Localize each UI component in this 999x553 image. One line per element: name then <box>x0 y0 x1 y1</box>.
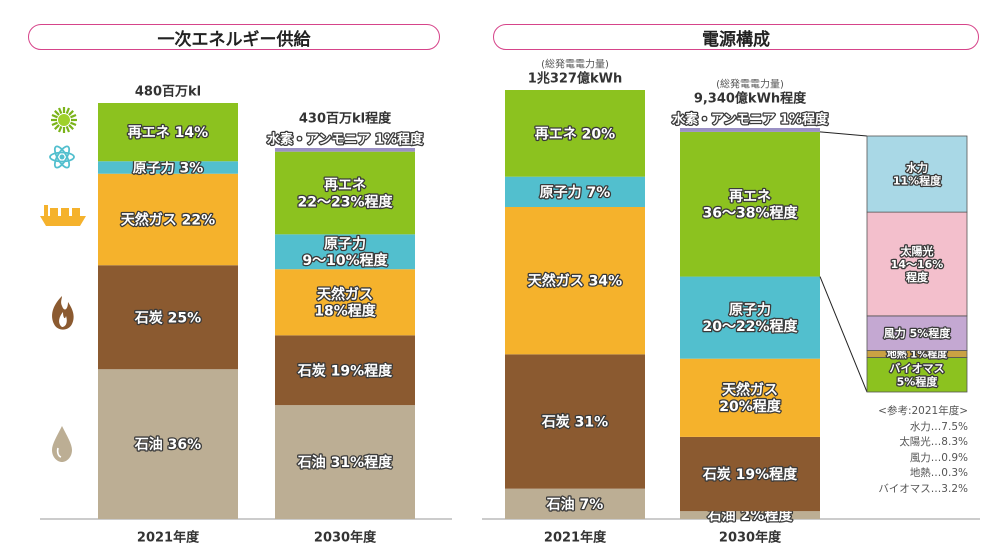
sun-icon-ray <box>68 110 74 116</box>
reference-heading: <参考:2021年度> <box>878 405 968 417</box>
category-label-0-1: 2030年度 <box>314 530 377 546</box>
label-1-1-gas: 天然ガス 20%程度 <box>719 381 782 415</box>
reference-note: <参考:2021年度> 水力…7.5% 太陽光…8.3% 風力…0.9% 地熱…… <box>838 404 968 497</box>
bar-1-0-oil <box>505 488 645 519</box>
bar-0-1-hydrogen <box>275 148 415 152</box>
breakdown-connector-top <box>819 131 868 137</box>
label-0-1-renewable: 再エネ 22〜23%程度 <box>298 178 394 211</box>
total-note-1-1: (総発電電力量) <box>716 78 784 91</box>
atom-icon <box>59 154 65 160</box>
breakdown-solar <box>866 211 968 317</box>
bar-1-1-gas <box>680 358 820 437</box>
bar-1-1-oil <box>680 511 820 519</box>
category-label-1-1: 2030年度 <box>719 530 782 546</box>
breakdown-label-biomass: バイオマス 5%程度 <box>890 362 945 388</box>
breakdown-label-solar: 太陽光 14〜16%程度 <box>891 244 944 284</box>
label-1-0-renewable: 再エネ 20% <box>535 126 615 142</box>
label-0-0-renewable: 再エネ 14% <box>128 125 208 141</box>
sun-icon-ray <box>58 107 63 114</box>
bar-0-0-renewable <box>98 103 238 162</box>
bar-0-1-renewable <box>275 151 415 235</box>
bar-1-0-coal <box>505 354 645 489</box>
lng-ship-icon-mast <box>44 205 48 216</box>
lng-ship-icon-tank <box>50 208 58 216</box>
sun-icon-ray <box>65 126 70 133</box>
oil-drop-icon <box>52 426 72 462</box>
label-0-1-gas: 天然ガス 18%程度 <box>314 286 377 320</box>
sun-icon-ray <box>51 114 58 119</box>
breakdown-label-hydro: 水力 11%程度 <box>893 160 942 187</box>
breakdown-connector-bottom <box>819 276 868 393</box>
label-1-0-nuclear: 原子力 7% <box>540 184 611 201</box>
bar-0-0-nuclear <box>98 161 238 174</box>
total-label-0-1: 430百万kl程度 <box>299 111 392 127</box>
total-label-1-1: 9,340億kWh程度 <box>694 91 807 107</box>
sun-icon-ray <box>70 114 77 119</box>
sun-icon-ray <box>65 107 70 114</box>
sun-icon-ray <box>70 121 77 126</box>
category-label-1-0: 2021年度 <box>544 530 607 546</box>
label-0-1-coal: 石炭 19%程度 <box>297 362 393 379</box>
right-panel-title: 電源構成 <box>493 24 979 50</box>
total-note-1-0: (総発電電力量) <box>541 58 609 71</box>
bar-0-0-coal <box>98 265 238 370</box>
label-0-1-oil: 石油 31%程度 <box>297 454 393 471</box>
bar-1-0-nuclear <box>505 176 645 207</box>
bar-0-0-gas <box>98 173 238 266</box>
reference-item-biomass: バイオマス…3.2% <box>878 482 968 495</box>
category-label-0-0: 2021年度 <box>137 530 200 546</box>
reference-item-solar: 太陽光…8.3% <box>899 436 968 448</box>
bar-1-1-renewable <box>680 131 820 277</box>
label-0-1-hydrogen: 水素・アンモニア 1%程度 <box>267 132 424 148</box>
atom-icon-orbit <box>53 145 71 169</box>
bar-0-1-coal <box>275 335 415 406</box>
bar-1-0-renewable <box>505 90 645 177</box>
breakdown-label-wind: 風力 5%程度 <box>884 326 952 340</box>
label-0-0-gas: 天然ガス 22% <box>121 212 215 229</box>
oil-drop-icon-shine <box>56 447 62 458</box>
reference-item-wind: 風力…0.9% <box>909 451 968 464</box>
label-0-0-nuclear: 原子力 3% <box>133 160 204 177</box>
flame-icon-core <box>59 312 67 327</box>
sun-icon-ray <box>51 121 58 126</box>
label-0-0-coal: 石炭 25% <box>134 309 201 326</box>
total-label-1-0: 1兆327億kWh <box>528 71 622 87</box>
sun-icon-ray <box>58 126 63 133</box>
reference-item-hydro: 水力…7.5% <box>909 420 968 433</box>
sun-icon-ray <box>54 110 60 116</box>
label-1-0-oil: 石油 7% <box>546 496 604 513</box>
bar-0-0-oil <box>98 369 238 519</box>
label-1-0-coal: 石炭 31% <box>541 414 608 431</box>
label-0-1-nuclear: 原子力 9〜10%程度 <box>302 235 388 269</box>
sun-icon-ray <box>68 124 74 130</box>
bar-1-1-nuclear <box>680 276 820 359</box>
atom-icon-orbit <box>49 151 75 163</box>
lng-ship-icon <box>40 216 86 226</box>
lng-ship-icon-tank <box>61 208 69 216</box>
sun-icon-ray <box>54 124 60 130</box>
label-0-0-oil: 石油 36% <box>134 436 201 453</box>
bar-0-1-nuclear <box>275 234 415 270</box>
total-label-0-0: 480百万kl <box>135 85 201 100</box>
bar-1-1-hydrogen <box>680 128 820 132</box>
reference-item-geothermal: 地熱…0.3% <box>909 467 968 479</box>
left-panel-title: 一次エネルギー供給 <box>28 24 440 50</box>
bar-0-1-oil <box>275 405 415 519</box>
label-1-1-hydrogen: 水素・アンモニア 1%程度 <box>672 112 829 128</box>
breakdown-hydro <box>866 135 968 213</box>
label-1-1-coal: 石炭 19%程度 <box>702 466 798 483</box>
label-1-1-renewable: 再エネ 36〜38%程度 <box>703 189 799 222</box>
label-1-0-gas: 天然ガス 34% <box>528 273 622 290</box>
bar-0-1-gas <box>275 269 415 336</box>
atom-icon-orbit <box>53 145 71 169</box>
bar-1-0-gas <box>505 207 645 355</box>
lng-ship-icon-tank <box>72 208 80 216</box>
label-1-1-nuclear: 原子力 20〜22%程度 <box>703 301 799 335</box>
sun-icon <box>58 114 70 126</box>
bar-1-1-coal <box>680 436 820 512</box>
